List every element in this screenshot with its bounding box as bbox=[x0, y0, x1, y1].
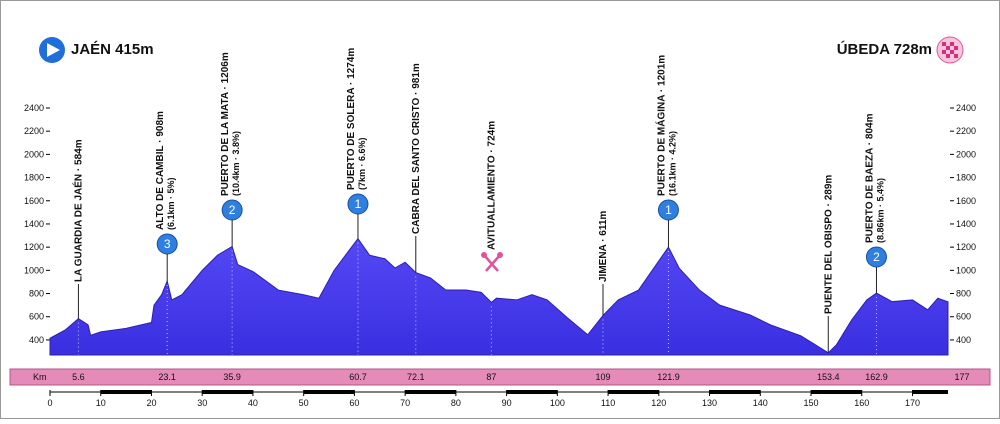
climb-label: JIMENA · 611m bbox=[598, 211, 609, 282]
climb-label: PUERTO DE LA MATA · 1206m bbox=[220, 52, 231, 196]
ruler-segment bbox=[202, 390, 253, 394]
x-tick-label: 120 bbox=[651, 398, 666, 408]
km-point: 5.6 bbox=[72, 372, 85, 382]
km-point: 109 bbox=[595, 372, 610, 382]
y-tick-label-right: 2200 bbox=[956, 126, 976, 136]
ruler-segment bbox=[912, 390, 948, 394]
km-point: 35.9 bbox=[223, 372, 241, 382]
ruler-segment bbox=[506, 390, 558, 394]
y-tick-label: 2400 bbox=[24, 103, 44, 113]
climb-label: AVITUALLAMIENTO · 724m bbox=[486, 121, 497, 250]
category-number: 2 bbox=[229, 203, 236, 217]
climb-label: LA GUARDIA DE JAÉN · 584m bbox=[71, 139, 84, 282]
km-strip bbox=[9, 368, 991, 386]
climb-detail: (16.1km · 4.2%) bbox=[667, 131, 677, 196]
x-tick-label: 170 bbox=[905, 398, 920, 408]
x-tick-label: 160 bbox=[854, 398, 869, 408]
start-icon bbox=[39, 37, 65, 63]
y-tick-label: 1000 bbox=[24, 265, 44, 275]
y-tick-label-right: 600 bbox=[956, 312, 971, 322]
y-tick-label: 1200 bbox=[24, 242, 44, 252]
start-label: JAÉN 415m bbox=[71, 41, 154, 58]
climb-detail: (7km · 6.6%) bbox=[357, 137, 367, 190]
y-tick-label: 2200 bbox=[24, 126, 44, 136]
category-number: 1 bbox=[665, 203, 672, 217]
profile bbox=[49, 237, 949, 356]
ruler-segment bbox=[811, 390, 862, 394]
x-tick-label: 40 bbox=[248, 398, 258, 408]
climb-label: CABRA DEL SANTO CRISTO · 981m bbox=[411, 63, 422, 234]
km-point: 23.1 bbox=[158, 372, 176, 382]
category-number: 1 bbox=[355, 197, 362, 211]
x-tick-label: 60 bbox=[349, 398, 359, 408]
y-tick-label-right: 1200 bbox=[956, 242, 976, 252]
ruler-segment bbox=[709, 390, 761, 394]
km-point: 177 bbox=[954, 372, 969, 382]
climb-label: PUENTE DEL OBISPO · 289m bbox=[823, 175, 834, 314]
y-tick-label-right: 800 bbox=[956, 289, 971, 299]
x-tick-label: 30 bbox=[197, 398, 207, 408]
y-tick-label-right: 2000 bbox=[956, 149, 976, 159]
y-tick-label: 2000 bbox=[24, 149, 44, 159]
y-tick-label: 1400 bbox=[24, 219, 44, 229]
ruler-segment bbox=[100, 390, 152, 394]
x-tick-label: 150 bbox=[804, 398, 819, 408]
x-tick-label: 110 bbox=[601, 398, 615, 408]
climb-detail: (10.4km · 3.8%) bbox=[231, 131, 241, 196]
km-point: 162.9 bbox=[865, 372, 888, 382]
y-tick-label-right: 1600 bbox=[956, 196, 976, 206]
climb-label: PUERTO DE BAEZA · 804m bbox=[864, 113, 875, 243]
climb-label: ALTO DE CAMBIL · 908m bbox=[155, 111, 166, 230]
km-point: 87 bbox=[486, 372, 496, 382]
finish-icon bbox=[936, 36, 964, 64]
x-tick-label: 130 bbox=[702, 398, 717, 408]
km-point: 121.9 bbox=[657, 372, 680, 382]
ruler-segment bbox=[608, 390, 659, 394]
y-tick-label: 1600 bbox=[24, 196, 44, 206]
y-tick-label: 400 bbox=[29, 335, 44, 345]
km-point: 60.7 bbox=[349, 372, 367, 382]
category-number: 2 bbox=[873, 250, 880, 264]
y-tick-label-right: 1000 bbox=[956, 265, 976, 275]
x-tick-label: 50 bbox=[299, 398, 309, 408]
y-tick-label-right: 400 bbox=[956, 335, 971, 345]
climb-detail: (6.1km · 5%) bbox=[166, 177, 176, 230]
x-tick-label: 0 bbox=[47, 398, 52, 408]
ruler-segment bbox=[303, 390, 355, 394]
category-number: 3 bbox=[164, 237, 171, 251]
ruler-segment bbox=[405, 390, 456, 394]
y-tick-label: 600 bbox=[29, 312, 44, 322]
climb-label: PUERTO DE SOLERA · 1274m bbox=[346, 48, 357, 190]
y-tick-label-right: 2400 bbox=[956, 103, 976, 113]
km-label: Km bbox=[33, 372, 47, 382]
x-tick-label: 100 bbox=[550, 398, 565, 408]
y-tick-label: 800 bbox=[29, 289, 44, 299]
x-tick-label: 10 bbox=[96, 398, 106, 408]
finish-label: ÚBEDA 728m bbox=[837, 40, 932, 58]
x-tick-label: 90 bbox=[502, 398, 512, 408]
feed-zone-icon bbox=[481, 252, 503, 272]
km-point: 153.4 bbox=[817, 372, 840, 382]
x-tick-label: 20 bbox=[146, 398, 156, 408]
x-tick-label: 80 bbox=[451, 398, 461, 408]
climb-label: PUERTO DE MÁGINA · 1201m bbox=[654, 55, 667, 196]
km-point: 72.1 bbox=[407, 372, 425, 382]
y-tick-label-right: 1400 bbox=[956, 219, 976, 229]
x-tick-label: 140 bbox=[753, 398, 768, 408]
y-tick-label: 1800 bbox=[24, 173, 44, 183]
x-tick-label: 70 bbox=[400, 398, 410, 408]
climb-detail: (8.86km · 5.4%) bbox=[875, 178, 885, 243]
y-tick-label-right: 1800 bbox=[956, 173, 976, 183]
